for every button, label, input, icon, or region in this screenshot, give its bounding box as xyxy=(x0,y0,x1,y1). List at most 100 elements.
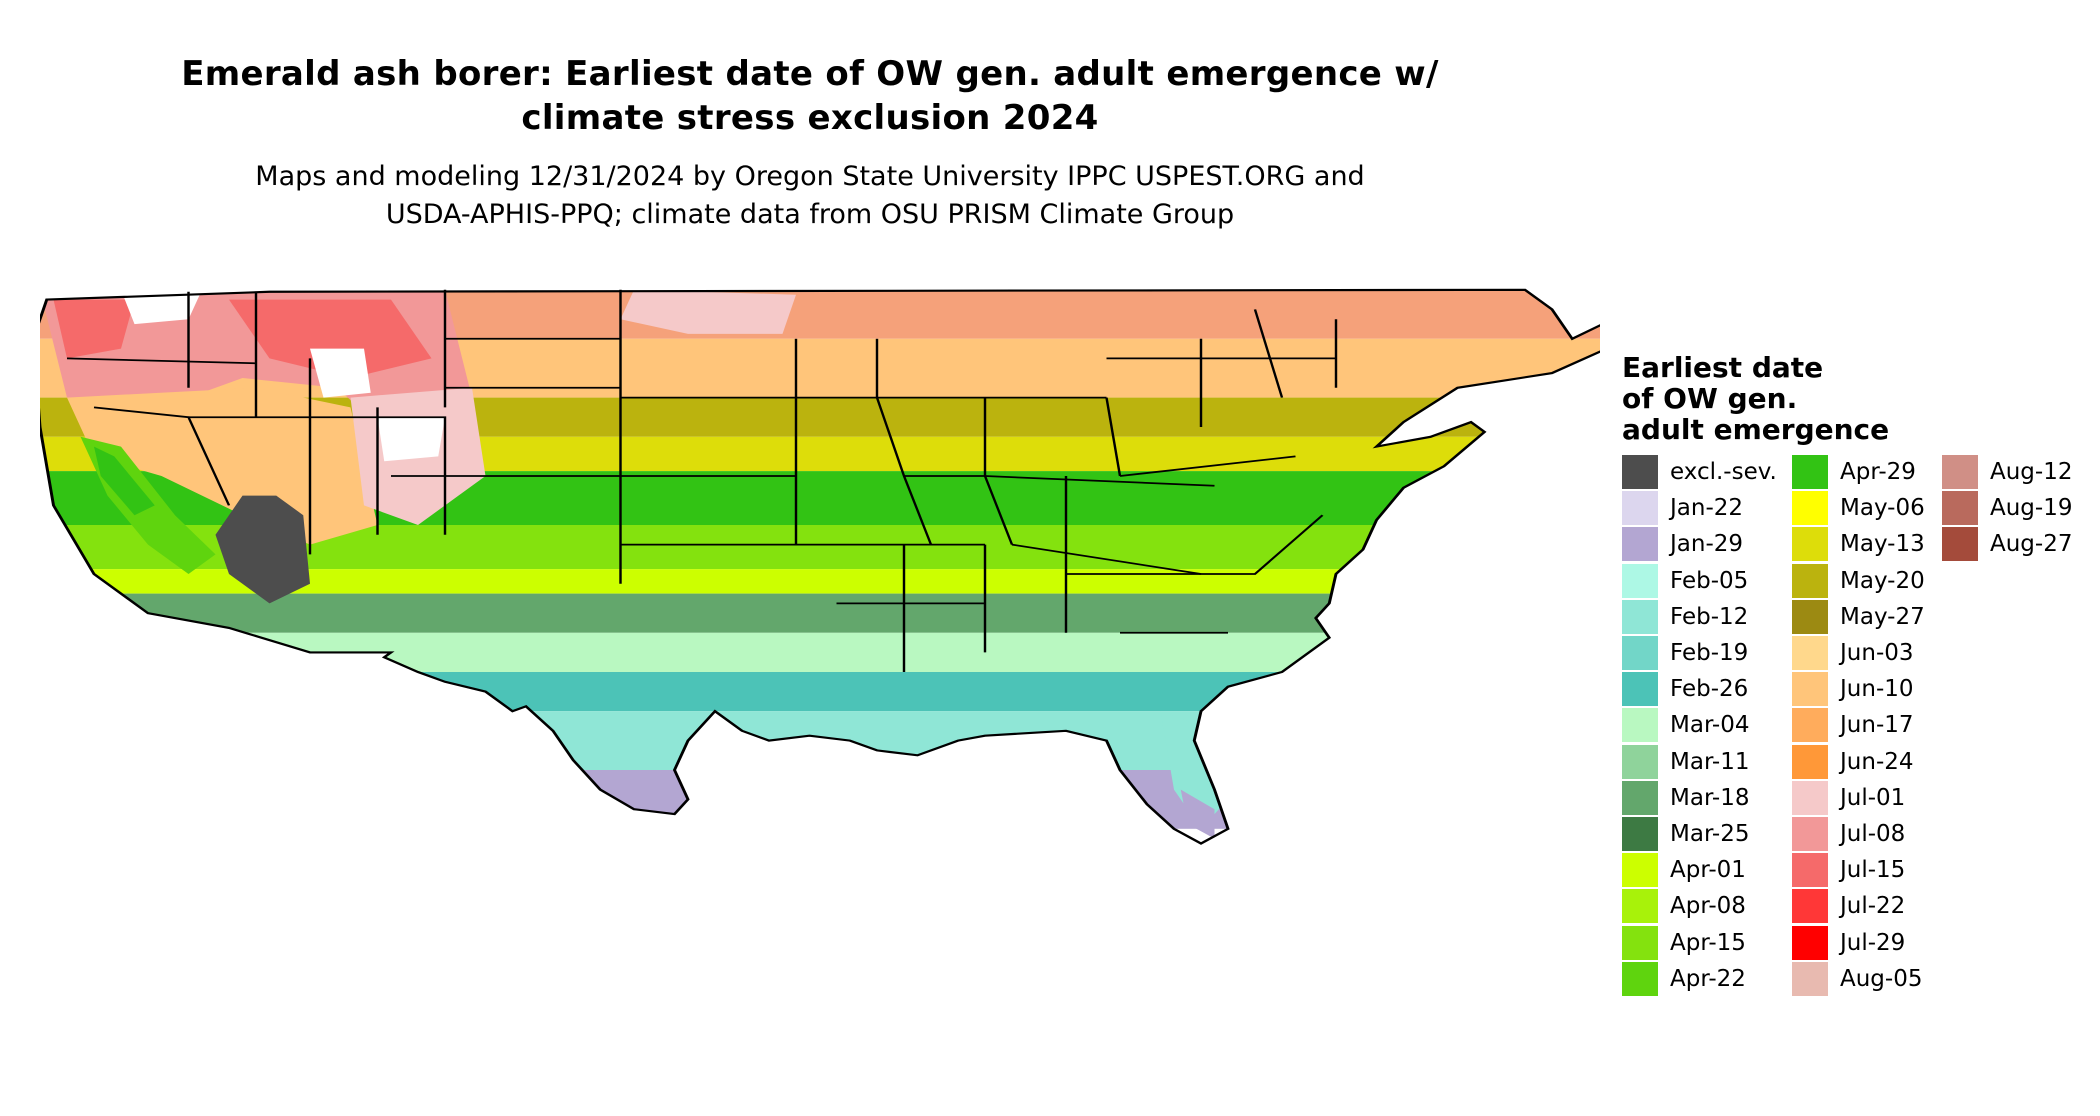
legend-swatch xyxy=(1792,961,1828,996)
legend-item: Jun-03 xyxy=(1792,635,1925,671)
legend-swatch xyxy=(1792,816,1828,851)
legend-swatch xyxy=(1622,527,1658,562)
map-title-line1: Emerald ash borer: Earliest date of OW g… xyxy=(181,54,1439,94)
legend-item: Aug-19 xyxy=(1942,490,2072,526)
legend-label: Jul-01 xyxy=(1840,784,1906,811)
legend-swatch xyxy=(1792,672,1828,707)
legend-swatch xyxy=(1622,961,1658,996)
legend-swatch xyxy=(1792,853,1828,888)
legend-swatch xyxy=(1622,816,1658,851)
legend-item: May-06 xyxy=(1792,490,1925,526)
legend-item: Mar-04 xyxy=(1622,707,1777,743)
legend-item: Jul-15 xyxy=(1792,852,1925,888)
legend-swatch xyxy=(1792,744,1828,779)
legend-label: May-20 xyxy=(1840,567,1925,594)
legend-item: Jun-10 xyxy=(1792,671,1925,707)
us-map-svg xyxy=(31,288,1643,845)
legend-swatch xyxy=(1942,491,1978,526)
legend-item: Jun-17 xyxy=(1792,707,1925,743)
legend-label: Feb-05 xyxy=(1670,567,1749,594)
legend-item: Jun-24 xyxy=(1792,744,1925,780)
legend-item: Feb-19 xyxy=(1622,635,1777,671)
legend-item: Apr-29 xyxy=(1792,454,1925,490)
legend-item: Feb-26 xyxy=(1622,671,1777,707)
legend-label: excl.-sev. xyxy=(1670,459,1777,486)
legend-item: Apr-22 xyxy=(1622,961,1777,997)
legend-title: Earliest date of OW gen. adult emergence xyxy=(1622,352,1922,445)
legend-item: Jan-29 xyxy=(1622,526,1777,562)
legend-label: Apr-15 xyxy=(1670,929,1746,956)
legend-label: Mar-04 xyxy=(1670,712,1750,739)
legend-column: Apr-29 May-06 May-13 May-20 May-27 Jun-03 Jun-… xyxy=(1792,454,1925,997)
legend-column: Aug-12 Aug-19 Aug-27 xyxy=(1942,454,2072,563)
legend-swatch xyxy=(1622,599,1658,634)
legend-item: Apr-01 xyxy=(1622,852,1777,888)
map-subtitle: Maps and modeling 12/31/2024 by Oregon S… xyxy=(60,158,1560,234)
legend-swatch xyxy=(1622,455,1658,490)
legend-label: Apr-29 xyxy=(1840,459,1916,486)
legend-label: Feb-19 xyxy=(1670,640,1749,667)
legend-swatch xyxy=(1792,599,1828,634)
legend-label: Jul-15 xyxy=(1840,857,1906,884)
legend-label: Jan-29 xyxy=(1670,531,1744,558)
legend-label: Apr-22 xyxy=(1670,965,1746,992)
legend-item: Aug-27 xyxy=(1942,526,2072,562)
legend-label: Aug-12 xyxy=(1990,459,2073,486)
legend-item: excl.-sev. xyxy=(1622,454,1777,490)
map-title-line2: climate stress exclusion 2024 xyxy=(521,98,1099,138)
legend-label: Feb-12 xyxy=(1670,603,1749,630)
legend-swatch xyxy=(1622,491,1658,526)
legend-item: Apr-08 xyxy=(1622,888,1777,924)
legend-title-line3: adult emergence xyxy=(1622,413,1890,446)
legend-item: Mar-18 xyxy=(1622,780,1777,816)
legend-item: Jul-08 xyxy=(1792,816,1925,852)
legend-swatch xyxy=(1792,491,1828,526)
legend-swatch xyxy=(1792,636,1828,671)
legend-label: Jun-24 xyxy=(1840,748,1914,775)
legend-label: Jan-22 xyxy=(1670,495,1744,522)
map-title: Emerald ash borer: Earliest date of OW g… xyxy=(60,52,1560,140)
legend-label: Mar-11 xyxy=(1670,748,1750,775)
legend-swatch xyxy=(1792,455,1828,490)
legend-label: Jul-08 xyxy=(1840,820,1906,847)
legend-label: Aug-19 xyxy=(1990,495,2073,522)
legend-swatch xyxy=(1942,455,1978,490)
legend-title-line1: Earliest date xyxy=(1622,351,1824,384)
legend-label: Jun-10 xyxy=(1840,676,1914,703)
legend-label: Aug-27 xyxy=(1990,531,2073,558)
legend-swatch xyxy=(1792,889,1828,924)
legend-label: May-06 xyxy=(1840,495,1925,522)
legend-item: May-27 xyxy=(1792,599,1925,635)
legend-swatch xyxy=(1622,780,1658,815)
legend-item: Feb-05 xyxy=(1622,563,1777,599)
legend-item: Apr-15 xyxy=(1622,924,1777,960)
legend-swatch xyxy=(1622,853,1658,888)
legend-swatch xyxy=(1622,925,1658,960)
legend-item: Feb-12 xyxy=(1622,599,1777,635)
legend-label: May-27 xyxy=(1840,603,1925,630)
legend-swatch xyxy=(1622,889,1658,924)
legend-label: Aug-05 xyxy=(1840,965,1923,992)
legend-swatch xyxy=(1792,563,1828,598)
legend-label: May-13 xyxy=(1840,531,1925,558)
legend-item: Jul-01 xyxy=(1792,780,1925,816)
legend-item: Mar-11 xyxy=(1622,744,1777,780)
legend-swatch xyxy=(1622,563,1658,598)
us-map xyxy=(31,270,1643,1090)
legend-swatch xyxy=(1622,636,1658,671)
legend-swatch xyxy=(1792,925,1828,960)
legend-label: Jun-03 xyxy=(1840,640,1914,667)
legend-item: Jan-22 xyxy=(1622,490,1777,526)
legend-swatch xyxy=(1622,672,1658,707)
legend-label: Apr-01 xyxy=(1670,857,1746,884)
legend-label: Mar-18 xyxy=(1670,784,1750,811)
legend-item: May-20 xyxy=(1792,563,1925,599)
legend-title-line2: of OW gen. xyxy=(1622,382,1798,415)
legend-swatch xyxy=(1792,780,1828,815)
legend-swatch xyxy=(1942,527,1978,562)
legend-swatch xyxy=(1792,527,1828,562)
legend-item: May-13 xyxy=(1792,526,1925,562)
map-subtitle-line1: Maps and modeling 12/31/2024 by Oregon S… xyxy=(255,161,1365,192)
legend-item: Aug-12 xyxy=(1942,454,2072,490)
legend-label: Jul-22 xyxy=(1840,893,1906,920)
